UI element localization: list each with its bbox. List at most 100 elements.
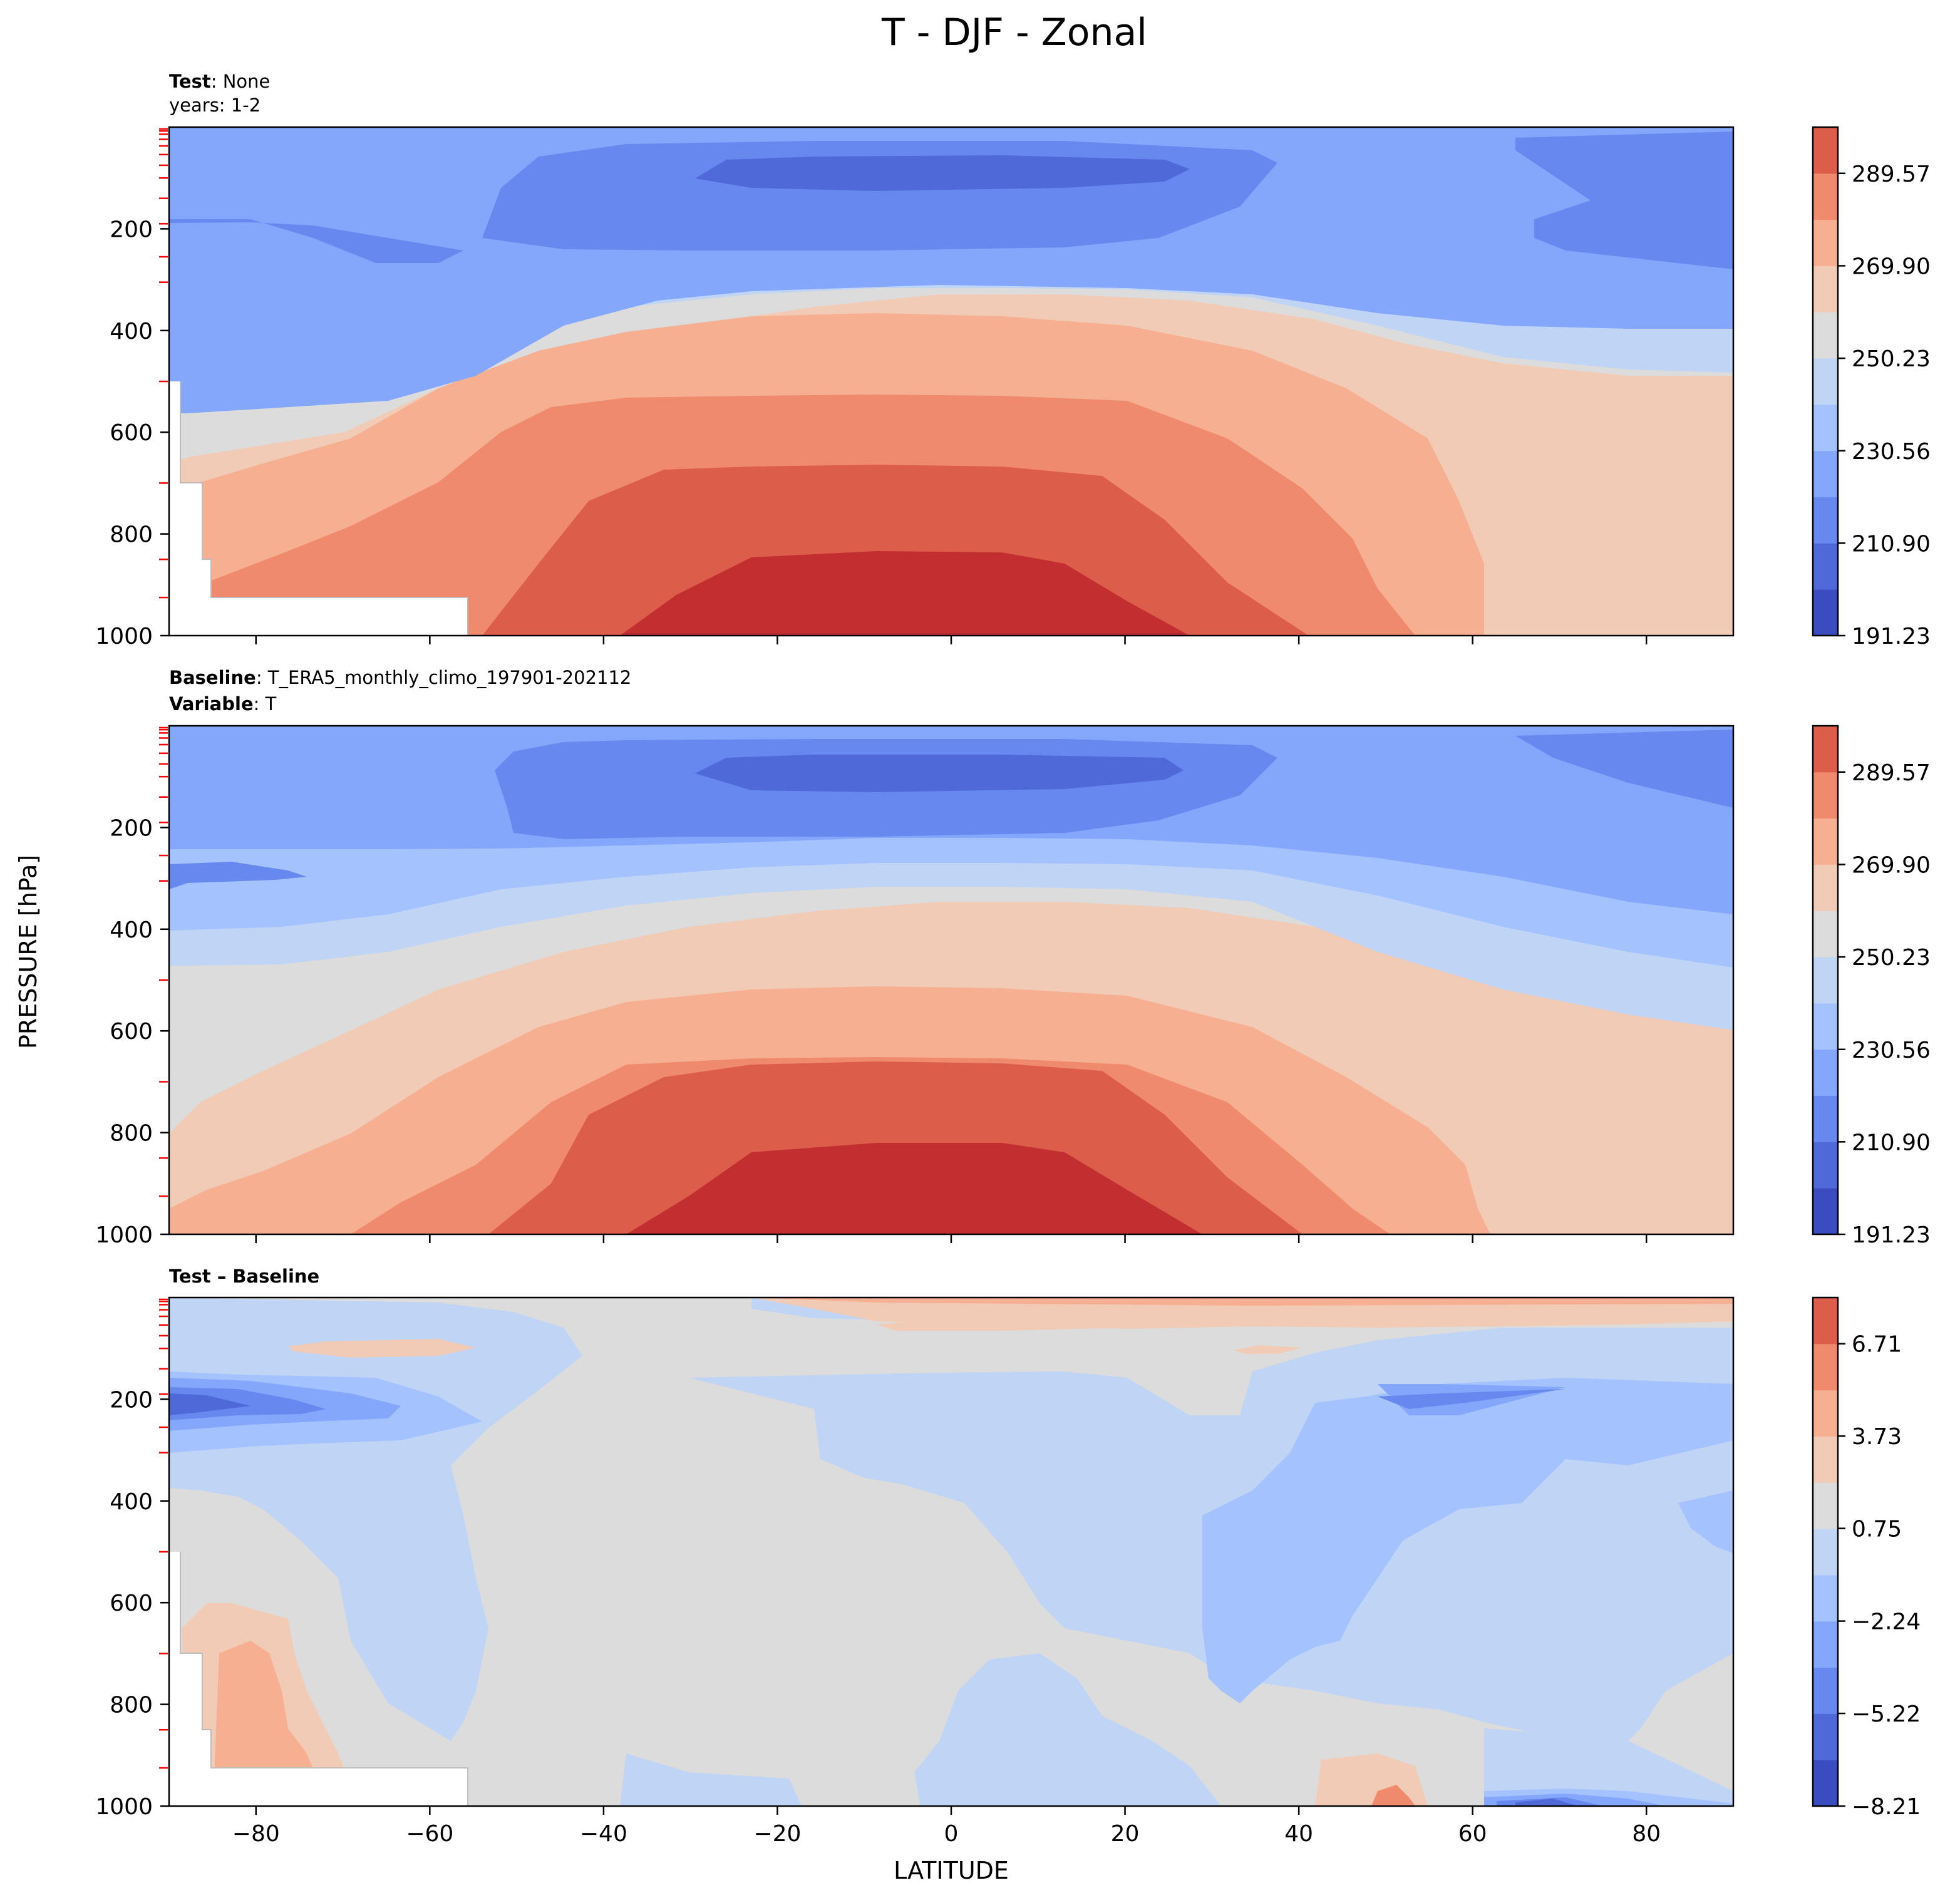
colorbar-band — [1813, 1574, 1838, 1622]
colorbar-tick-label: 210.90 — [1852, 531, 1931, 557]
baseline-colorbar: 191.23 210.90 230.56 250.23 269.90 289.57 — [1812, 725, 1931, 1248]
y-tick-label: 1000 — [95, 1222, 153, 1248]
colorbar-band — [1813, 543, 1838, 590]
colorbar-band — [1813, 219, 1838, 266]
svg-text:Test: None: Test: None — [169, 71, 270, 92]
baseline-variable-rest: : T — [254, 693, 277, 715]
y-tick-label: 400 — [110, 917, 153, 943]
test-subtitle-bold: Test — [169, 71, 211, 92]
diff-band-neg17 — [169, 1393, 250, 1415]
diff-band-neg5 — [620, 1753, 802, 1806]
colorbar-band — [1813, 1667, 1838, 1714]
svg-text:Baseline: T_ERA5_monthly_climo: Baseline: T_ERA5_monthly_climo_197901-20… — [169, 667, 631, 688]
y-tick-label: 400 — [110, 319, 153, 344]
colorbar-band — [1813, 1760, 1838, 1807]
diff-band-pos5 — [1234, 1345, 1302, 1354]
test-band-cool7 — [695, 155, 1190, 191]
test-panel: Test: None years: 1-2 200 400 600 800 1000 — [95, 71, 1735, 649]
colorbar-band — [1813, 358, 1838, 405]
figure-suptitle: T - DJF - Zonal — [881, 11, 1147, 54]
colorbar-tick-label: 269.90 — [1852, 852, 1931, 878]
test-ticks: 200 400 600 800 1000 — [95, 128, 1648, 649]
x-tick-label: 20 — [1111, 1821, 1140, 1847]
diff-band-neg18 — [1515, 1799, 1578, 1806]
x-tick-label: −60 — [406, 1821, 453, 1847]
diff-missing-edge — [180, 1552, 468, 1806]
colorbar-band — [1813, 1482, 1838, 1529]
colorbar-tick-label: 289.57 — [1852, 162, 1931, 187]
y-tick-label: 400 — [110, 1489, 153, 1515]
colorbar-band — [1813, 173, 1838, 220]
test-band-warm5 — [620, 551, 1190, 636]
diff-band-pos4 — [877, 1315, 1227, 1331]
baseline-contour-field — [169, 726, 1733, 1234]
baseline-panel: Baseline: T_ERA5_monthly_climo_197901-20… — [95, 667, 1735, 1248]
colorbar-band — [1813, 127, 1838, 174]
y-tick-label: 1000 — [95, 624, 153, 649]
colorbar-band — [1813, 957, 1838, 1004]
colorbar-band — [1813, 1436, 1838, 1483]
y-tick-label: 200 — [110, 217, 153, 242]
y-tick-label: 800 — [110, 522, 153, 548]
y-tick-label: 600 — [110, 420, 153, 446]
x-tick-label: −40 — [580, 1821, 627, 1847]
colorbar-tick-label: 0.75 — [1852, 1517, 1902, 1542]
y-tick-label: 200 — [110, 815, 153, 841]
difference-colorbar: −8.21 −5.22 −2.24 0.75 3.73 6.71 — [1812, 1296, 1921, 1820]
colorbar-band — [1813, 726, 1838, 773]
colorbar-band — [1813, 1529, 1838, 1576]
diff-band-neg4 — [1484, 1728, 1733, 1806]
diff-band-pos8 — [1371, 1785, 1415, 1806]
baseline-ticks: 200 400 600 800 1000 — [95, 726, 1648, 1248]
test-missing-region — [169, 381, 468, 636]
x-axis-label: LATITUDE — [894, 1857, 1009, 1884]
colorbar-band — [1813, 911, 1838, 958]
colorbar-band — [1813, 1343, 1838, 1391]
colorbar-tick-label: −2.24 — [1852, 1609, 1921, 1635]
difference-ticks: −80 −60 −40 −20 0 20 40 60 80 200 400 600 800 1000 — [95, 1298, 1661, 1847]
baseline-band-cool5 — [1515, 730, 1733, 808]
colorbar-tick-label: 210.90 — [1852, 1130, 1931, 1155]
colorbar-tick-label: 191.23 — [1852, 624, 1931, 649]
colorbar-frame — [1812, 126, 1839, 637]
diff-band-neg15 — [1378, 1389, 1565, 1409]
baseline-variable-bold: Variable — [169, 693, 254, 715]
y-tick-label: 600 — [110, 1019, 153, 1045]
test-contour-field — [169, 127, 1733, 636]
colorbar-tick-label: 191.23 — [1852, 1222, 1931, 1248]
colorbar-band — [1813, 1003, 1838, 1050]
test-colorbar: 191.23 210.90 230.56 250.23 269.90 289.57 — [1812, 126, 1931, 649]
colorbar-tick-label: 250.23 — [1852, 945, 1931, 971]
colorbar-band — [1813, 266, 1838, 312]
x-tick-label: 0 — [944, 1821, 959, 1847]
colorbar-band — [1813, 818, 1838, 865]
baseline-band-warm5 — [626, 1143, 1202, 1234]
colorbar-tick-label: 289.57 — [1852, 760, 1931, 786]
colorbar-tick-label: 230.56 — [1852, 1038, 1931, 1063]
x-tick-label: −20 — [753, 1821, 801, 1847]
colorbar-tick-label: 3.73 — [1852, 1424, 1902, 1450]
test-band-cool5 — [1515, 132, 1733, 269]
x-tick-label: 80 — [1632, 1821, 1661, 1847]
x-tick-label: 40 — [1284, 1821, 1313, 1847]
colorbar-band — [1813, 1298, 1838, 1345]
colorbar-band — [1813, 1049, 1838, 1097]
y-tick-label: 800 — [110, 1693, 153, 1718]
colorbar-frame — [1812, 725, 1839, 1236]
diff-band-pos9 — [751, 1298, 1733, 1306]
diff-band-neg9 — [1678, 1428, 1733, 1553]
baseline-band-cool6 — [169, 862, 307, 889]
colorbar-band — [1813, 772, 1838, 819]
test-band-cool6 — [169, 219, 463, 263]
difference-subtitle: Test – Baseline — [169, 1266, 319, 1287]
diff-band-neg14 — [169, 1387, 326, 1420]
colorbar-band — [1813, 312, 1838, 359]
colorbar-band — [1813, 497, 1838, 544]
colorbar-band — [1813, 864, 1838, 911]
colorbar-tick-label: 269.90 — [1852, 254, 1931, 279]
colorbar-band — [1813, 1142, 1838, 1189]
colorbar-band — [1813, 1390, 1838, 1437]
difference-panel: Test – Baseline — [95, 1266, 1735, 1847]
